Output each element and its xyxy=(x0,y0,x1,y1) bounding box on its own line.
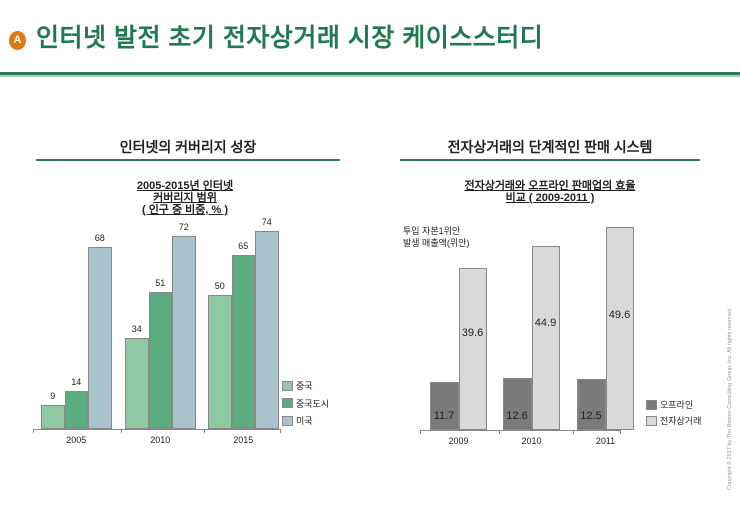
data-label: 39.6 xyxy=(461,327,484,340)
right-section-divider xyxy=(400,159,700,161)
x-tick xyxy=(499,430,500,434)
x-tick-label: 2010 xyxy=(150,435,171,445)
bar-미국 xyxy=(255,230,279,429)
data-label: 12.6 xyxy=(506,410,528,422)
bar-중국 xyxy=(125,337,149,429)
x-tick-label: 2015 xyxy=(233,435,254,445)
data-label: 44.9 xyxy=(534,317,557,330)
legend-swatch xyxy=(282,415,293,426)
bar-미국 xyxy=(88,246,112,429)
bar-중국도시 xyxy=(231,254,255,429)
bar-전자상거래 xyxy=(458,268,487,430)
legend-swatch xyxy=(646,415,657,426)
data-label: 14 xyxy=(71,377,82,388)
bar-오프라인 xyxy=(503,378,532,430)
section-badge: A xyxy=(9,31,26,50)
bar-중국 xyxy=(208,295,232,429)
x-tick xyxy=(420,430,421,434)
x-tick xyxy=(204,429,205,433)
copyright: Copyright © 2017 by The Boston Consultin… xyxy=(727,307,733,490)
x-tick-label: 2009 xyxy=(448,436,469,446)
chart-title-line: 비교 ( 2009-2011 ) xyxy=(505,192,595,204)
page-title: 인터넷 발전 초기 전자상거래 시장 케이스스터디 xyxy=(36,24,544,52)
bar-미국 xyxy=(172,236,196,429)
header-divider xyxy=(0,72,740,77)
x-axis xyxy=(33,429,280,430)
legend-swatch xyxy=(646,399,657,410)
bar-중국 xyxy=(41,404,65,429)
data-label: 50 xyxy=(214,281,225,291)
right-section-title: 전자상거래의 단계적인 판매 시스템 xyxy=(447,139,653,155)
data-label: 34 xyxy=(131,323,142,334)
legend-swatch xyxy=(282,398,293,408)
x-tick xyxy=(573,430,574,434)
x-tick-label: 2011 xyxy=(595,436,616,446)
data-label: 74 xyxy=(261,216,272,227)
legend-label: 오프라인 xyxy=(660,400,694,410)
x-tick xyxy=(121,429,122,433)
chart-title-line: ( 인구 중 비중, % ) xyxy=(141,204,229,216)
legend-swatch xyxy=(282,380,293,391)
data-label: 51 xyxy=(155,278,166,289)
x-tick xyxy=(280,429,281,433)
left-chart-title: 2005-2015년 인터넷 커버리지 범위 ( 인구 중 비중, % ) xyxy=(100,180,270,216)
legend-item: 전자상거래 xyxy=(646,414,701,427)
x-axis xyxy=(420,430,620,431)
legend-label: 미국 xyxy=(296,416,313,426)
y-axis-label-line: 발생 매출액(위안) xyxy=(403,238,470,248)
y-axis-label: 투입 자본1위안 발생 매출액(위안) xyxy=(403,225,469,249)
bar-전자상거래 xyxy=(605,227,634,430)
left-section-title: 인터넷의 커버리지 성장 xyxy=(119,139,257,155)
chart-title-line: 전자상거래와 오프라인 판매업의 효율 xyxy=(464,180,636,192)
bar-오프라인 xyxy=(577,378,606,430)
legend-item: 중국도시 xyxy=(282,397,329,410)
right-chart-title: 전자상거래와 오프라인 판매업의 효율 비교 ( 2009-2011 ) xyxy=(440,180,660,204)
chart-title-line: 커버리지 범위 xyxy=(153,192,217,204)
left-section-divider xyxy=(36,159,340,161)
y-axis-label-line: 투입 자본1위안 xyxy=(403,226,461,236)
data-label: 12.5 xyxy=(580,410,602,422)
bar-중국도시 xyxy=(64,391,88,429)
legend-item: 오프라인 xyxy=(646,398,693,411)
x-tick xyxy=(620,430,621,434)
data-label: 68 xyxy=(94,232,105,243)
bar-중국도시 xyxy=(148,292,172,429)
x-tick xyxy=(33,429,34,433)
legend-label: 중국도시 xyxy=(296,398,330,409)
data-label: 9 xyxy=(50,390,56,401)
data-label: 72 xyxy=(178,222,189,233)
legend-label: 전자상거래 xyxy=(660,416,702,426)
chart-title-line: 2005-2015년 인터넷 xyxy=(136,180,234,192)
data-label: 49.6 xyxy=(608,308,631,321)
legend-item: 중국 xyxy=(282,379,313,392)
x-tick-label: 2005 xyxy=(66,435,87,445)
bar-전자상거래 xyxy=(531,246,560,430)
x-tick-label: 2010 xyxy=(521,436,542,446)
data-label: 65 xyxy=(238,240,249,251)
legend-item: 미국 xyxy=(282,414,313,427)
bar-오프라인 xyxy=(430,382,459,430)
data-label: 11.7 xyxy=(433,410,455,422)
legend-label: 중국 xyxy=(296,381,313,391)
